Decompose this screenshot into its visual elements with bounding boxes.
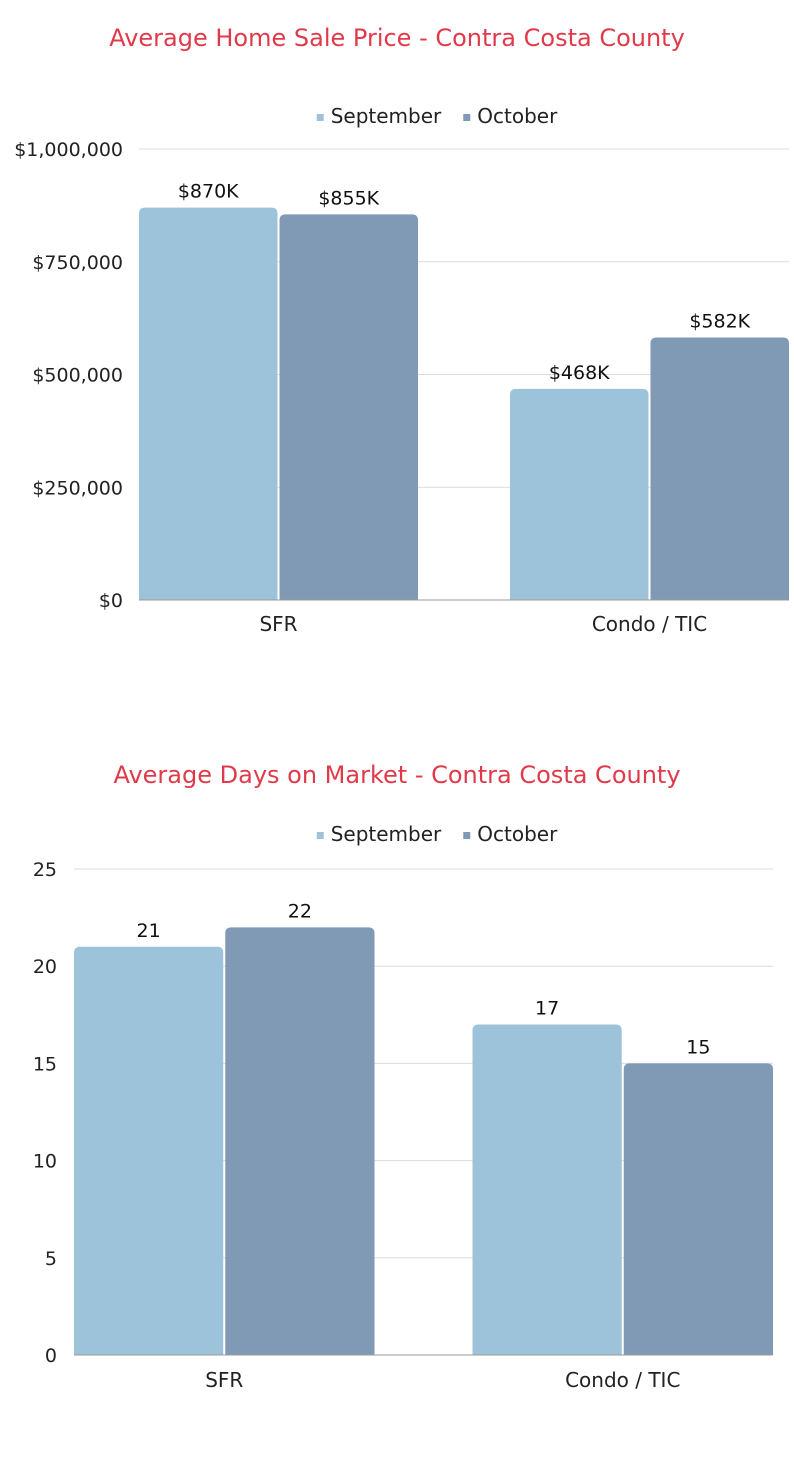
dom-y-tick-label: 0: [45, 1345, 57, 1367]
dom-legend-swatch-october: [463, 832, 471, 839]
price-legend-swatch-october: [463, 114, 471, 121]
dom-y-tick-label: 15: [33, 1053, 57, 1075]
price-bar-september: [510, 388, 649, 600]
days-on-market-chart: Average Days on Market - Contra Costa Co…: [0, 738, 794, 1438]
price-category-label: Condo / TIC: [592, 612, 707, 636]
dom-bar-september: [472, 1024, 622, 1355]
price-bar-september: [139, 207, 278, 600]
price-data-label: $855K: [318, 187, 379, 209]
dom-chart-title: Average Days on Market - Contra Costa Co…: [113, 761, 680, 789]
dom-y-tick-label: 5: [45, 1248, 57, 1270]
dom-bar-october: [623, 1063, 773, 1355]
dom-data-label: 21: [137, 920, 161, 942]
price-data-label: $870K: [178, 181, 239, 203]
dom-category-label: SFR: [205, 1368, 243, 1392]
price-legend: September October: [316, 104, 558, 128]
dom-legend-label-october: October: [477, 822, 558, 846]
price-data-label: $468K: [549, 362, 610, 384]
dom-legend: September October: [316, 822, 558, 846]
price-y-tick-label: $750,000: [32, 252, 123, 274]
price-legend-label-september: September: [331, 104, 442, 128]
price-chart-title: Average Home Sale Price - Contra Costa C…: [109, 24, 685, 52]
dom-bar-september: [74, 946, 224, 1355]
price-category-label: SFR: [259, 612, 297, 636]
price-bar-october: [279, 214, 418, 600]
home-price-chart: Average Home Sale Price - Contra Costa C…: [0, 0, 794, 700]
dom-bar-october: [225, 927, 375, 1355]
price-y-tick-label: $500,000: [32, 365, 123, 387]
dom-data-label: 15: [686, 1036, 710, 1058]
price-legend-swatch-september: [316, 114, 324, 121]
dom-y-tick-label: 20: [33, 956, 57, 978]
price-legend-label-october: October: [477, 104, 558, 128]
price-y-tick-label: $1,000,000: [14, 139, 123, 161]
days-on-market-chart-svg: Average Days on Market - Contra Costa Co…: [33, 761, 773, 1392]
home-price-chart-svg: Average Home Sale Price - Contra Costa C…: [14, 24, 789, 636]
price-data-label: $582K: [689, 311, 750, 333]
price-bar-october: [650, 337, 789, 600]
dom-y-tick-label: 10: [33, 1151, 57, 1173]
dom-legend-swatch-september: [316, 832, 324, 839]
dom-data-label: 22: [288, 900, 312, 922]
price-y-tick-label: $0: [99, 590, 123, 612]
dom-legend-label-september: September: [331, 822, 442, 846]
dom-y-tick-label: 25: [33, 859, 57, 881]
dom-category-label: Condo / TIC: [565, 1368, 680, 1392]
price-y-tick-label: $250,000: [32, 477, 123, 499]
dom-data-label: 17: [535, 998, 559, 1020]
